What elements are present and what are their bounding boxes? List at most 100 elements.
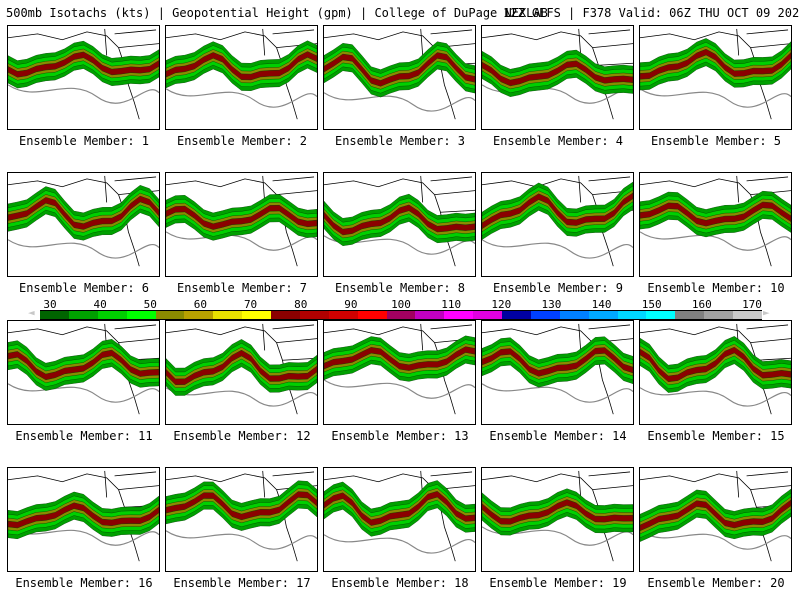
colorbar-tick-label: 70 (243, 298, 258, 311)
isotach-band (324, 204, 475, 236)
colorbar-swatch (299, 310, 330, 320)
member-label: Ensemble Member: 16 (15, 576, 153, 590)
isotach-band (640, 499, 791, 532)
member-label: Ensemble Member: 10 (647, 281, 785, 295)
member-map-panel (165, 320, 318, 425)
member-map-panel (639, 172, 792, 277)
colorbar-tick-label: 90 (344, 298, 358, 311)
header-title: 500mb Isotachs (kts) | Geopotential Heig… (6, 6, 548, 20)
colorbar-arrow-icon: ► (763, 306, 770, 319)
coastline (8, 323, 159, 415)
coastline (166, 28, 317, 120)
member-map-panel (639, 25, 792, 130)
colorbar-swatch (444, 310, 474, 320)
member-label: Ensemble Member: 2 (176, 134, 308, 148)
colorbar-swatch (617, 310, 647, 320)
isotach-band (8, 502, 159, 529)
coastline (8, 470, 159, 562)
height-contour (640, 88, 791, 108)
height-contour (8, 526, 159, 546)
member-label: Ensemble Member: 14 (489, 429, 627, 443)
member-map-panel (165, 172, 318, 277)
member-map-panel (323, 172, 476, 277)
member-label: Ensemble Member: 3 (334, 134, 466, 148)
colorbar-swatch (242, 310, 272, 320)
isotach-band (8, 349, 159, 381)
isotach-band (166, 491, 317, 521)
header-valid-time: 12Z GEFS | F378 Valid: 06Z THU OCT 09 20… (503, 6, 800, 20)
member-label: Ensemble Member: 15 (647, 429, 785, 443)
height-contour (324, 534, 475, 554)
colorbar-tick-label: 150 (641, 298, 662, 311)
member-label: Ensemble Member: 7 (176, 281, 308, 295)
isotach-band (8, 51, 159, 78)
colorbar-tick-label: 30 (43, 298, 57, 311)
isotach-band (324, 346, 475, 371)
colorbar-swatch (155, 310, 185, 320)
colorbar-arrow-icon: ◄ (28, 306, 35, 319)
coastline (324, 323, 475, 415)
height-contour (8, 383, 159, 403)
member-map-panel (7, 467, 160, 572)
colorbar-swatch (530, 310, 561, 320)
colorbar-swatch (415, 310, 445, 320)
colorbar-swatch (213, 310, 243, 320)
member-map-panel (323, 467, 476, 572)
colorbar-swatch (588, 310, 619, 320)
member-map-panel (639, 320, 792, 425)
member-label: Ensemble Member: 8 (334, 281, 466, 295)
colorbar-tick-label: 80 (294, 298, 308, 311)
height-contour (8, 84, 159, 104)
height-contour (166, 231, 317, 251)
colorbar-tick-label: 40 (93, 298, 107, 311)
isotach-band (640, 346, 791, 383)
member-label: Ensemble Member: 12 (173, 429, 311, 443)
colorbar-swatch (559, 310, 590, 320)
isotach-band (640, 201, 791, 227)
colorbar-swatch (68, 310, 99, 320)
coastline (324, 28, 475, 120)
height-contour (482, 239, 633, 259)
coastline (482, 175, 633, 267)
member-map-panel (481, 25, 634, 130)
height-contour (324, 92, 475, 112)
coastline (482, 28, 633, 120)
height-contour (166, 530, 317, 550)
member-label: Ensemble Member: 6 (18, 281, 150, 295)
isotach-band (166, 349, 317, 385)
height-contour (640, 231, 791, 251)
member-map-panel (7, 172, 160, 277)
member-label: Ensemble Member: 18 (331, 576, 469, 590)
isotach-band (324, 52, 475, 87)
coastline (482, 323, 633, 415)
isotach-band (482, 60, 633, 87)
coastline (640, 28, 791, 120)
member-map-panel (7, 320, 160, 425)
colorbar-tick-label: 160 (691, 298, 712, 311)
member-map-panel (481, 467, 634, 572)
isotach-band (166, 204, 317, 230)
colorbar-tick-label: 100 (391, 298, 411, 311)
colorbar-tick-label: 50 (143, 298, 157, 311)
member-map-panel (165, 467, 318, 572)
isotach-band (482, 192, 633, 230)
isotach-band (482, 347, 633, 377)
colorbar-tick-label: 110 (441, 298, 462, 311)
member-label: Ensemble Member: 11 (15, 429, 153, 443)
colorbar-swatch (40, 310, 70, 320)
height-contour (166, 88, 317, 108)
isotach-band (8, 195, 159, 230)
colorbar-swatch (184, 310, 214, 320)
colorbar-tick-label: 140 (591, 298, 612, 311)
coastline (482, 470, 633, 562)
colorbar-tick-label: 60 (193, 298, 208, 311)
coastline (8, 28, 159, 120)
height-contour (482, 383, 633, 403)
member-label: Ensemble Member: 1 (18, 134, 150, 148)
member-map-panel (7, 25, 160, 130)
member-map-panel (481, 172, 634, 277)
colorbar-tick-label: 170 (742, 298, 762, 311)
isotach-band (482, 499, 633, 525)
colorbar-swatch (386, 310, 416, 320)
colorbar-swatch (733, 310, 763, 320)
